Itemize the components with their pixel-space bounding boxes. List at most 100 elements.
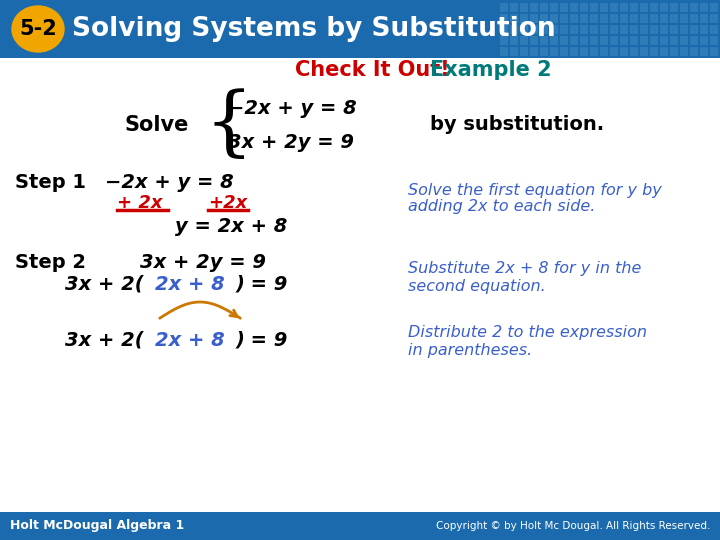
Bar — [630, 25, 638, 34]
Bar — [670, 25, 678, 34]
Bar — [510, 25, 518, 34]
Text: −2x + y = 8: −2x + y = 8 — [105, 172, 234, 192]
Bar — [500, 3, 508, 12]
Bar — [520, 3, 528, 12]
Bar — [680, 36, 688, 45]
Bar — [640, 25, 648, 34]
Text: Copyright © by Holt Mc Dougal. All Rights Reserved.: Copyright © by Holt Mc Dougal. All Right… — [436, 521, 710, 531]
Text: 3x + 2(: 3x + 2( — [65, 274, 143, 294]
Bar — [510, 36, 518, 45]
Bar — [570, 47, 578, 56]
Bar — [660, 36, 668, 45]
Bar — [650, 25, 658, 34]
Bar — [500, 14, 508, 23]
Bar — [600, 47, 608, 56]
Bar — [600, 36, 608, 45]
Bar — [550, 14, 558, 23]
Bar — [580, 47, 588, 56]
Bar — [620, 25, 628, 34]
Bar — [670, 47, 678, 56]
Bar — [560, 14, 568, 23]
Bar — [570, 14, 578, 23]
Bar — [590, 3, 598, 12]
Bar — [510, 3, 518, 12]
Bar — [510, 14, 518, 23]
Bar — [650, 47, 658, 56]
Bar — [700, 36, 708, 45]
Bar — [560, 36, 568, 45]
Bar — [630, 3, 638, 12]
Bar — [630, 47, 638, 56]
Bar — [710, 36, 718, 45]
Bar — [650, 36, 658, 45]
Bar — [620, 36, 628, 45]
Bar — [520, 36, 528, 45]
Bar — [610, 14, 618, 23]
Bar — [700, 47, 708, 56]
Bar — [570, 25, 578, 34]
Bar — [660, 14, 668, 23]
Bar — [650, 14, 658, 23]
Bar — [680, 25, 688, 34]
Bar — [700, 25, 708, 34]
Bar — [610, 36, 618, 45]
Bar — [0, 512, 720, 540]
Text: 2x + 8: 2x + 8 — [155, 274, 225, 294]
Bar — [590, 47, 598, 56]
Text: 5-2: 5-2 — [19, 19, 57, 39]
Bar — [620, 47, 628, 56]
Text: Holt McDougal Algebra 1: Holt McDougal Algebra 1 — [10, 519, 184, 532]
Bar — [590, 14, 598, 23]
Bar — [550, 47, 558, 56]
Bar — [550, 3, 558, 12]
Bar — [520, 14, 528, 23]
Bar — [660, 3, 668, 12]
Bar — [550, 36, 558, 45]
Bar — [500, 47, 508, 56]
Bar — [690, 14, 698, 23]
Bar — [700, 3, 708, 12]
Bar — [590, 25, 598, 34]
Bar — [620, 3, 628, 12]
Text: Example 2: Example 2 — [430, 60, 552, 80]
Bar — [540, 14, 548, 23]
Text: ) = 9: ) = 9 — [236, 274, 289, 294]
Bar — [650, 3, 658, 12]
Bar — [630, 14, 638, 23]
Text: by substitution.: by substitution. — [430, 116, 604, 134]
Bar — [560, 25, 568, 34]
Text: adding 2x to each side.: adding 2x to each side. — [408, 199, 595, 214]
Bar — [500, 36, 508, 45]
Text: in parentheses.: in parentheses. — [408, 342, 532, 357]
Bar — [520, 47, 528, 56]
Bar — [680, 14, 688, 23]
Bar — [640, 36, 648, 45]
Bar — [540, 25, 548, 34]
Bar — [630, 36, 638, 45]
Bar — [510, 47, 518, 56]
Bar — [570, 36, 578, 45]
Bar — [610, 47, 618, 56]
Bar — [610, 3, 618, 12]
Bar — [710, 14, 718, 23]
Text: +2x: +2x — [208, 194, 247, 212]
Bar — [640, 3, 648, 12]
Ellipse shape — [12, 6, 64, 52]
Bar — [530, 25, 538, 34]
Bar — [700, 14, 708, 23]
Text: 2x + 8: 2x + 8 — [155, 330, 225, 349]
Bar — [560, 47, 568, 56]
Text: Solve: Solve — [125, 115, 189, 135]
Bar — [580, 14, 588, 23]
Bar — [690, 25, 698, 34]
Text: 3x + 2y = 9: 3x + 2y = 9 — [228, 132, 354, 152]
Bar — [570, 3, 578, 12]
Bar — [640, 47, 648, 56]
Bar — [530, 14, 538, 23]
Bar — [600, 14, 608, 23]
Bar — [670, 36, 678, 45]
Text: {: { — [205, 88, 253, 162]
Text: Substitute 2x + 8 for y in the: Substitute 2x + 8 for y in the — [408, 260, 642, 275]
Bar — [540, 3, 548, 12]
Bar — [710, 3, 718, 12]
